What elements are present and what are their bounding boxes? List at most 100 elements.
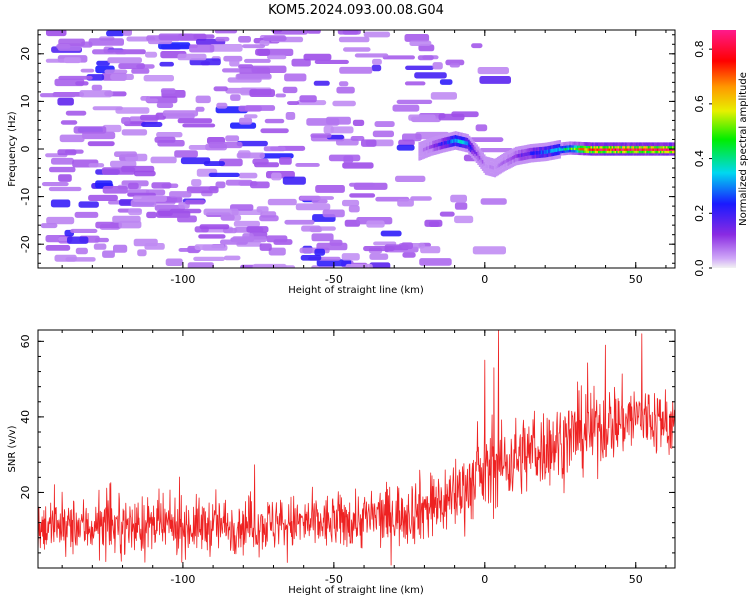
ridge-cell bbox=[579, 144, 583, 149]
ridge-cell bbox=[604, 149, 607, 154]
ridge-cell bbox=[442, 145, 445, 149]
ridge-cell bbox=[505, 162, 509, 167]
ridge-cell bbox=[477, 153, 480, 158]
heatmap-cell bbox=[382, 55, 415, 60]
ridge-cell bbox=[522, 160, 525, 164]
heatmap-cell bbox=[405, 65, 434, 70]
heatmap-cell bbox=[104, 69, 128, 74]
heatmap-cell bbox=[249, 89, 275, 97]
ridge-cell bbox=[646, 144, 649, 149]
ridge-cell bbox=[518, 150, 521, 154]
ridge-cell bbox=[480, 150, 483, 155]
colorbar-tick-label: 0.8 bbox=[693, 40, 706, 58]
heatmap-cell bbox=[75, 81, 89, 86]
ridge-cell bbox=[598, 147, 601, 151]
ridge-cell bbox=[561, 146, 564, 151]
ridge-cell bbox=[501, 157, 504, 162]
ridge-cell bbox=[537, 143, 540, 148]
ridge-cell bbox=[611, 151, 614, 156]
ridge-cell bbox=[652, 147, 655, 151]
heatmap-cell bbox=[73, 126, 107, 134]
ridge-cell bbox=[573, 146, 577, 151]
ridge-cell bbox=[521, 153, 524, 157]
snr-series-line bbox=[38, 330, 675, 566]
ridge-cell bbox=[542, 142, 545, 147]
ridge-cell bbox=[653, 147, 657, 151]
heatmap-cell bbox=[162, 110, 199, 117]
ridge-cell bbox=[478, 152, 481, 156]
ridge-cell bbox=[515, 154, 518, 158]
ridge-cell bbox=[421, 144, 424, 149]
ridge-cell bbox=[477, 161, 480, 165]
ridge-cell bbox=[557, 140, 560, 145]
ridge-cell bbox=[524, 148, 527, 153]
ridge-cell bbox=[478, 159, 481, 164]
ridge-cell bbox=[419, 152, 423, 157]
ridge-cell bbox=[441, 134, 444, 139]
ridge-cell bbox=[652, 149, 655, 154]
ridge-cell bbox=[643, 151, 646, 156]
x-tick-label: 0 bbox=[481, 573, 488, 586]
ridge-cell bbox=[637, 147, 640, 151]
ridge-cell bbox=[540, 154, 543, 158]
ridge-cell bbox=[673, 144, 675, 149]
ridge-cell bbox=[475, 151, 478, 156]
ridge-cell bbox=[453, 131, 456, 136]
ridge-cell bbox=[537, 154, 540, 159]
heatmap-cell bbox=[57, 149, 77, 156]
ridge-cell bbox=[419, 156, 423, 160]
heatmap-cell bbox=[404, 34, 430, 42]
ridge-cell bbox=[512, 155, 515, 160]
ridge-cell bbox=[578, 146, 581, 151]
ridge-cell bbox=[560, 144, 563, 149]
ridge-cell bbox=[498, 159, 501, 164]
ridge-cell bbox=[596, 142, 599, 147]
ridge-cell bbox=[664, 147, 667, 151]
ridge-cell bbox=[509, 157, 512, 162]
ridge-cell bbox=[655, 147, 658, 151]
ridge-cell bbox=[570, 143, 573, 148]
ridge-cell bbox=[587, 142, 590, 146]
heatmap-cell bbox=[65, 110, 87, 116]
heatmap-cell bbox=[243, 114, 258, 119]
ridge-cell bbox=[584, 151, 587, 156]
ridge-cell bbox=[584, 144, 587, 149]
ridge-cell bbox=[537, 158, 540, 162]
ridge-cell bbox=[527, 155, 530, 160]
ridge-cell bbox=[453, 138, 456, 143]
ridge-cell bbox=[518, 146, 521, 151]
ridge-cell bbox=[513, 151, 516, 156]
ridge-cell bbox=[528, 155, 531, 160]
ridge-cell bbox=[602, 142, 605, 147]
heatmap-cell bbox=[214, 30, 238, 34]
heatmap-cell bbox=[401, 242, 413, 250]
ridge-cell bbox=[421, 148, 424, 153]
ridge-cell bbox=[472, 141, 475, 145]
ridge-cell bbox=[474, 153, 477, 158]
heatmap-cell bbox=[110, 160, 137, 168]
ridge-cell bbox=[427, 153, 430, 157]
heatmap-cell bbox=[56, 44, 71, 49]
heatmap-cell bbox=[80, 68, 95, 73]
colorbar-tick-label: 0.2 bbox=[693, 205, 706, 223]
ridge-cell bbox=[623, 149, 626, 154]
ridge-cell bbox=[617, 142, 620, 147]
ridge-cell bbox=[672, 144, 675, 149]
heatmap-cell bbox=[156, 102, 174, 108]
ridge-cell bbox=[652, 142, 655, 147]
ridge-cell bbox=[659, 149, 663, 154]
spectrogram-ylabel: Frequency (Hz) bbox=[7, 111, 18, 187]
ridge-cell bbox=[528, 148, 531, 152]
ridge-cell bbox=[422, 155, 426, 159]
heatmap-cell bbox=[88, 194, 118, 201]
ridge-cell bbox=[608, 142, 611, 147]
ridge-cell bbox=[490, 158, 493, 162]
ridge-cell bbox=[438, 139, 441, 143]
ridge-cell bbox=[486, 164, 489, 168]
ridge-cell bbox=[628, 147, 631, 151]
ridge-cell bbox=[480, 154, 483, 158]
ridge-cell bbox=[460, 143, 463, 148]
ridge-cell bbox=[566, 141, 569, 146]
ridge-cell bbox=[555, 144, 558, 149]
